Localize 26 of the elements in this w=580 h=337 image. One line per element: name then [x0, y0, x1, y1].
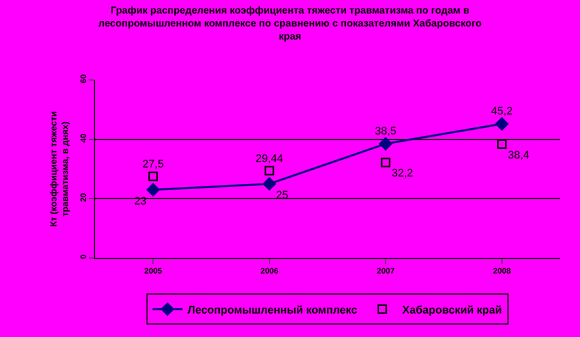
point [379, 137, 392, 150]
point [495, 117, 508, 131]
data-label: 29,44 [256, 152, 284, 165]
data-label: 27,5 [142, 158, 164, 171]
data-label: 45,2 [491, 106, 513, 118]
point [497, 139, 507, 149]
data-label: 32,2 [392, 168, 414, 180]
x-tick-label: 2008 [492, 266, 512, 276]
y-tick-label: 40 [78, 133, 88, 143]
data-label: 38,5 [374, 125, 396, 138]
chart-title: График распределения коэффициента тяжести травматизма по годам в лесопромышленном комплексе по сравнению с показателями Хабаровского края [98, 5, 482, 42]
x-tick-label: 2007 [376, 266, 396, 276]
y-tick-label: 0 [78, 254, 88, 260]
x-tick-label: 2006 [260, 266, 279, 276]
y-tick-label: 60 [78, 74, 88, 84]
point [148, 172, 158, 182]
legend-label: Лесопромышленный комплекс [188, 304, 358, 316]
x-tick-label: 2005 [144, 266, 163, 276]
y-tick-label: 20 [78, 192, 88, 202]
legend-label: Хабаровский край [402, 304, 502, 316]
point [264, 166, 274, 176]
data-label: 38,4 [508, 149, 530, 162]
point [262, 177, 276, 190]
y-axis-title: Кт (коэффициент тяжести травматизма, в днях) [48, 111, 70, 227]
point [380, 158, 390, 168]
point [146, 183, 160, 196]
